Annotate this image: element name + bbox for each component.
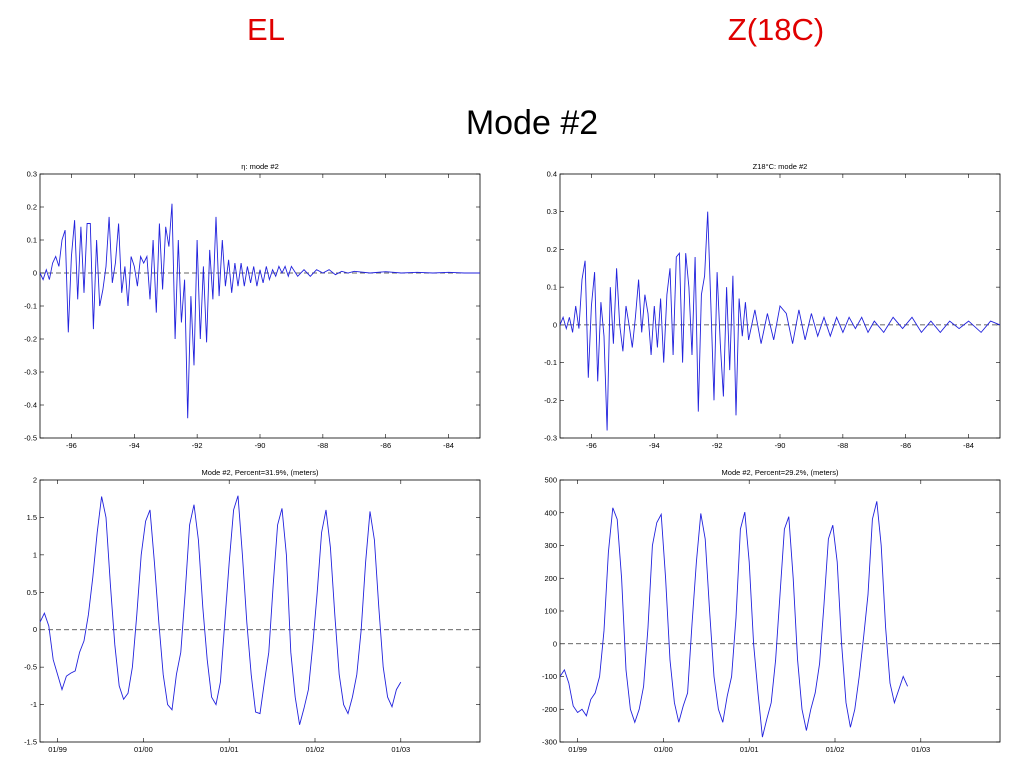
chart-title: η: mode #2	[241, 162, 279, 171]
chart-el-spatial: -0.5 -0.4 -0.3 -0.2 -0.1 0 0.1 0.2 0.3 -96 -94 -92 -…	[24, 170, 481, 450]
x-tick-label: -94	[129, 441, 140, 450]
header-right-label: Z(18C)	[727, 12, 825, 47]
y-tick-label: -0.5	[24, 663, 37, 672]
y-tick-label: -0.1	[24, 302, 37, 311]
y-tick-label: 0	[33, 269, 37, 278]
y-tick-label: 0.2	[547, 245, 557, 254]
y-tick-label: -0.3	[24, 368, 37, 377]
y-tick-label: -1.5	[24, 738, 37, 747]
x-tick-label: -94	[649, 441, 660, 450]
chart-panel-el-spatial: η: mode #2 -0.5 -0.4 -0.3 -0.2 -0.1 0 0.1 0.2 0.…	[24, 162, 481, 450]
x-tick-label: -86	[380, 441, 391, 450]
y-tick-label: -300	[542, 738, 557, 747]
x-tick-label: -84	[963, 441, 974, 450]
x-tick-label: -88	[837, 441, 848, 450]
y-tick-label: 0	[553, 320, 557, 329]
y-tick-label: 0.4	[547, 170, 557, 179]
chart-z18-spatial: -0.3 -0.2 -0.1 0 0.1 0.2 0.3 0.4 -96 -94 -92 -90 -88…	[544, 170, 1001, 450]
y-tick-label: 0.2	[27, 203, 37, 212]
y-tick-label: 0.1	[547, 283, 557, 292]
x-tick-label: 01/00	[654, 745, 673, 754]
x-tick-label: -88	[317, 441, 328, 450]
x-tick-label: 01/99	[568, 745, 587, 754]
y-tick-label: 1.5	[27, 513, 37, 522]
plot-frame	[39, 479, 481, 743]
x-tick-label: -96	[66, 441, 77, 450]
x-tick-label: -92	[712, 441, 723, 450]
chart-title: Z18°C: mode #2	[752, 162, 808, 171]
y-tick-label: 0	[553, 639, 557, 648]
y-tick-label: 400	[544, 508, 557, 517]
y-tick-label: -0.5	[24, 434, 37, 443]
y-tick-label: -0.2	[544, 396, 557, 405]
y-tick-label: 0.3	[27, 170, 37, 179]
chart-panel-el-temporal: Mode #2, Percent=31.9%, (meters) -1.5 -1-…	[24, 468, 481, 754]
y-tick-label: 0.5	[27, 588, 37, 597]
chart-el-temporal: -1.5 -1 -0.5 0 0.5 1 1.5 2 01/99 01/00 01/01 01/02 0…	[24, 476, 481, 754]
series-line-0	[39, 495, 402, 725]
x-tick-label: 01/01	[220, 745, 239, 754]
plot-frame	[39, 173, 481, 439]
plot-frame	[559, 479, 1001, 743]
page-title: Mode #2	[465, 104, 599, 142]
y-tick-label: -0.4	[24, 401, 37, 410]
x-tick-label: -86	[900, 441, 911, 450]
x-tick-label: -90	[775, 441, 786, 450]
y-tick-label: 200	[544, 574, 557, 583]
y-tick-label: 0.3	[547, 207, 557, 216]
y-tick-label: 1	[33, 550, 37, 559]
x-tick-label: 01/03	[911, 745, 930, 754]
chart-title: Mode #2, Percent=29.2%, (meters)	[721, 468, 839, 477]
series-line-0	[559, 501, 909, 738]
y-tick-label: 2	[33, 476, 37, 485]
x-tick-label: 01/99	[48, 745, 67, 754]
y-tick-label: 100	[544, 607, 557, 616]
x-tick-label: 01/01	[740, 745, 759, 754]
y-tick-label: 0.1	[27, 236, 37, 245]
y-tick-label: -0.1	[544, 358, 557, 367]
y-tick-label: -1	[30, 700, 37, 709]
y-tick-label: -0.2	[24, 335, 37, 344]
x-tick-label: 01/02	[826, 745, 845, 754]
y-tick-label: -0.3	[544, 434, 557, 443]
series-line-0	[39, 203, 480, 419]
chart-panel-z18-temporal: Mode #2, Percent=29.2%, (meters) -300 -20…	[542, 468, 1001, 754]
chart-title: Mode #2, Percent=31.9%, (meters)	[201, 468, 319, 477]
x-tick-label: -84	[443, 441, 454, 450]
chart-panel-z18-spatial: Z18°C: mode #2 -0.3 -0.2 -0.1 0 0.1 0.2 0.3 0.4…	[544, 162, 1001, 450]
x-tick-label: 01/03	[391, 745, 410, 754]
x-tick-label: -90	[255, 441, 266, 450]
header-left-label: EL	[247, 12, 285, 47]
y-tick-label: 300	[544, 541, 557, 550]
y-tick-label: 500	[544, 476, 557, 485]
y-tick-label: -200	[542, 705, 557, 714]
x-tick-label: -92	[192, 441, 203, 450]
x-tick-label: -96	[586, 441, 597, 450]
y-tick-label: -100	[542, 672, 557, 681]
y-tick-label: 0	[33, 625, 37, 634]
series-line-0	[559, 211, 1001, 431]
x-tick-label: 01/02	[306, 745, 325, 754]
x-tick-label: 01/00	[134, 745, 153, 754]
chart-z18-temporal: -300 -200 -100 0 100 200 300 400 500 01/99 01/00 01…	[542, 476, 1001, 754]
